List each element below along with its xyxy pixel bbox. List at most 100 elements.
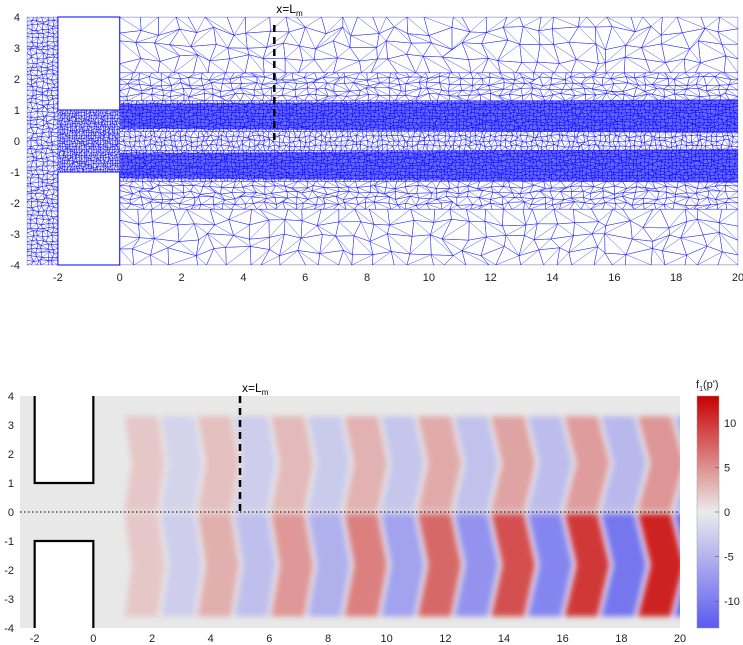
obstacle-block xyxy=(57,171,121,266)
x-tick-label: 12 xyxy=(439,633,451,645)
y-tick-label: 0 xyxy=(8,507,14,519)
x-tick-label: 14 xyxy=(546,272,558,284)
wave-band xyxy=(527,416,573,511)
y-tick-label: -2 xyxy=(10,198,20,210)
colorbar-tick-label: 5 xyxy=(724,462,730,474)
wave-band xyxy=(197,416,239,511)
x-tick-label: 18 xyxy=(670,272,682,284)
x-tick-label: 4 xyxy=(208,633,214,645)
obstacle-outline xyxy=(33,396,95,485)
x-tick-label: 10 xyxy=(423,272,435,284)
x-tick-label: -2 xyxy=(30,633,40,645)
wave-band xyxy=(601,416,647,511)
x-tick-label: 10 xyxy=(381,633,393,645)
wave-band xyxy=(344,513,388,617)
y-tick-label: 0 xyxy=(14,136,20,148)
wave-band xyxy=(161,513,202,617)
x-tick-label: 6 xyxy=(266,633,272,645)
wave-band xyxy=(161,416,202,511)
x-tick-label: 2 xyxy=(179,272,185,284)
x-tick-label: 0 xyxy=(90,633,96,645)
y-tick-label: 3 xyxy=(14,43,20,55)
colorbar-title: f1(p') xyxy=(696,379,719,393)
wave-band xyxy=(491,513,536,617)
x-tick-label: 0 xyxy=(117,272,123,284)
y-tick-label: -1 xyxy=(10,167,20,179)
wave-band xyxy=(491,416,536,511)
y-tick-label: -1 xyxy=(4,536,14,548)
wave-band xyxy=(234,416,276,511)
field-x-ticks: -2 0 2 4 6 8 10 12 14 16 18 20 xyxy=(30,633,686,645)
wave-band xyxy=(564,416,610,511)
mesh-lm-label: x=Lm xyxy=(276,2,303,18)
colorbar-tick-label: -5 xyxy=(724,552,734,564)
x-tick-label: 14 xyxy=(498,633,510,645)
wave-band xyxy=(564,513,610,617)
x-tick-label: 4 xyxy=(240,272,246,284)
wave-band xyxy=(271,416,314,511)
wave-band xyxy=(417,513,462,617)
colorbar: f1(p') 10 5 0 -5 -10 xyxy=(696,379,740,629)
wave-band xyxy=(307,513,351,617)
field-y-ticks: -4 -3 -2 -1 0 1 2 3 4 xyxy=(4,391,14,635)
colorbar-tick-label: 0 xyxy=(724,507,730,519)
x-tick-label: 16 xyxy=(557,633,569,645)
field-lm-label: x=Lm xyxy=(242,381,269,397)
field-waves xyxy=(124,416,680,617)
wave-band xyxy=(344,416,388,511)
wave-band xyxy=(124,513,165,617)
colorbar-tick-label: 10 xyxy=(724,418,736,430)
mesh-dense-band xyxy=(119,148,738,183)
obstacle-outline xyxy=(33,539,95,628)
mesh-y-ticks: -4 -3 -2 -1 0 1 2 3 4 xyxy=(10,12,20,272)
y-tick-label: 1 xyxy=(14,105,20,117)
wave-band xyxy=(234,513,276,617)
y-tick-label: 4 xyxy=(14,12,20,24)
y-tick-label: 1 xyxy=(8,478,14,490)
x-tick-label: 8 xyxy=(364,272,370,284)
wave-band xyxy=(381,513,425,617)
y-tick-label: 3 xyxy=(8,420,14,432)
wave-band xyxy=(637,416,680,511)
x-tick-label: 16 xyxy=(608,272,620,284)
x-tick-label: 18 xyxy=(615,633,627,645)
y-tick-label: 2 xyxy=(14,74,20,86)
wave-band xyxy=(674,513,680,617)
y-tick-label: 2 xyxy=(8,449,14,461)
x-tick-label: 20 xyxy=(732,272,743,284)
wave-band xyxy=(674,416,680,511)
y-tick-label: -3 xyxy=(4,594,14,606)
y-tick-label: -2 xyxy=(4,565,14,577)
mesh-panel-frame xyxy=(26,16,739,266)
wave-band xyxy=(197,513,239,617)
mesh-dense-band xyxy=(119,99,738,134)
obstacle-block xyxy=(34,396,94,483)
y-tick-label: -3 xyxy=(10,229,20,241)
wave-band xyxy=(637,513,680,617)
obstacle-block xyxy=(34,541,94,628)
y-tick-label: -4 xyxy=(10,260,20,272)
mesh-obstacles xyxy=(57,16,121,266)
wave-band xyxy=(417,416,462,511)
x-tick-label: 20 xyxy=(674,633,686,645)
x-tick-label: 12 xyxy=(485,272,497,284)
wave-band xyxy=(454,416,499,511)
wave-band xyxy=(271,513,314,617)
y-tick-label: -4 xyxy=(4,623,14,635)
x-tick-label: -2 xyxy=(53,272,63,284)
x-tick-label: 6 xyxy=(302,272,308,284)
colorbar-ticks: 10 5 0 -5 -10 xyxy=(715,418,740,608)
field-obstacles xyxy=(33,396,95,628)
y-tick-label: 4 xyxy=(8,391,14,403)
wave-band xyxy=(601,513,647,617)
wave-band xyxy=(527,513,573,617)
wave-band xyxy=(381,416,425,511)
x-tick-label: 2 xyxy=(149,633,155,645)
wave-band xyxy=(454,513,499,617)
colorbar-tick-label: -10 xyxy=(724,596,740,608)
wave-band xyxy=(124,416,165,511)
wave-band xyxy=(307,416,351,511)
